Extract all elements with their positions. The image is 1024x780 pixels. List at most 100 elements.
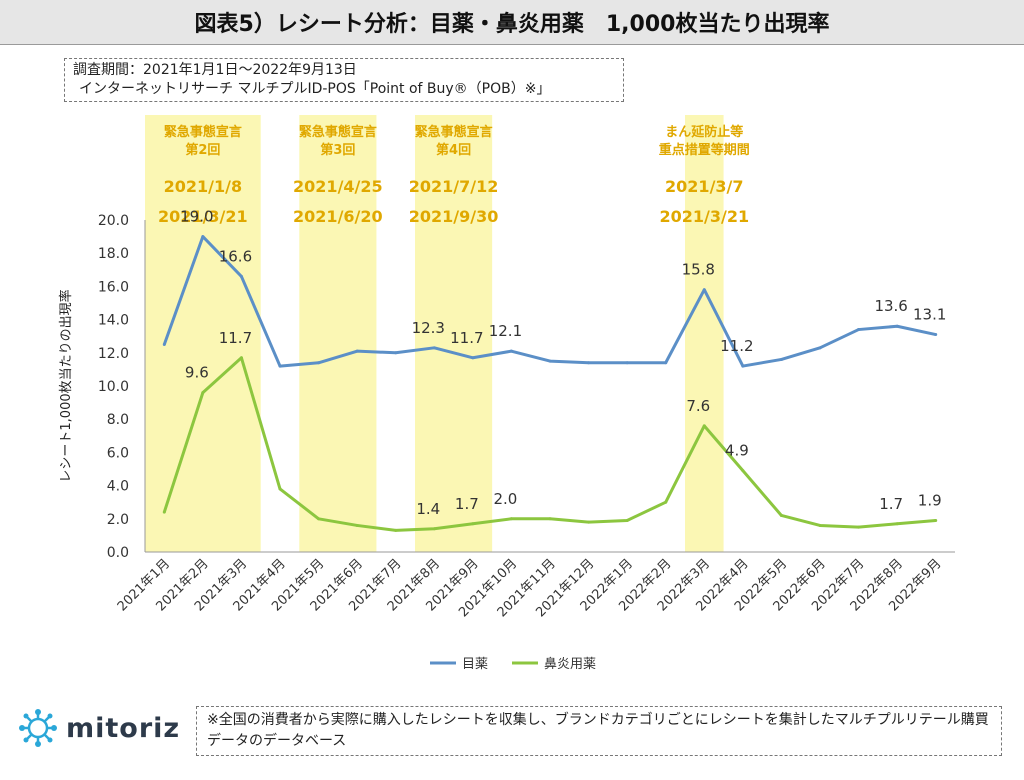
data-point-1 bbox=[895, 522, 899, 526]
data-point-1 bbox=[587, 520, 591, 524]
data-point-1 bbox=[317, 517, 321, 521]
data-point-0 bbox=[355, 349, 359, 353]
data-point-1 bbox=[702, 424, 706, 428]
series-line-1 bbox=[162, 356, 936, 532]
data-label-0: 12.3 bbox=[412, 319, 445, 337]
data-label-1: 1.7 bbox=[455, 495, 479, 513]
data-point-1 bbox=[509, 517, 513, 521]
highlight-label-1: 緊急事態宣言 bbox=[299, 124, 377, 140]
data-label-1: 11.7 bbox=[219, 329, 252, 347]
highlight-label-2: 第4回 bbox=[436, 142, 471, 158]
y-tick-label: 2.0 bbox=[107, 512, 129, 528]
data-point-0 bbox=[201, 235, 205, 239]
data-label-0: 13.1 bbox=[913, 306, 946, 324]
data-point-0 bbox=[509, 349, 513, 353]
data-label-1: 9.6 bbox=[185, 364, 209, 382]
data-point-0 bbox=[857, 328, 861, 332]
y-tick-label: 8.0 bbox=[107, 412, 129, 428]
y-tick-label: 12.0 bbox=[98, 346, 129, 362]
data-point-1 bbox=[278, 487, 282, 491]
data-point-0 bbox=[702, 288, 706, 292]
highlight-date-0: 2021/3/21 bbox=[158, 207, 248, 226]
data-point-0 bbox=[934, 333, 938, 337]
highlight-date-2: 2021/9/30 bbox=[409, 207, 499, 226]
data-label-0: 13.6 bbox=[874, 297, 907, 315]
data-point-0 bbox=[278, 364, 282, 368]
data-point-0 bbox=[818, 346, 822, 350]
data-label-0: 16.6 bbox=[219, 247, 252, 265]
data-point-0 bbox=[625, 361, 629, 365]
data-label-0: 11.2 bbox=[720, 337, 753, 355]
y-tick-label: 20.0 bbox=[98, 213, 129, 229]
highlight-label-3: まん延防止等 bbox=[665, 124, 743, 140]
data-label-1: 4.9 bbox=[725, 442, 749, 460]
highlight-date-0: 2021/1/8 bbox=[164, 177, 242, 196]
data-point-0 bbox=[895, 324, 899, 328]
y-tick-label: 14.0 bbox=[98, 313, 129, 329]
y-axis-title: レシート1,000枚当たりの出現率 bbox=[58, 289, 74, 482]
data-source: インターネットリサーチ マルチプルID-POS「Point of Buy®（PO… bbox=[79, 81, 551, 97]
highlight-label-3: 重点措置等期間 bbox=[659, 142, 750, 158]
data-label-1: 1.7 bbox=[879, 495, 903, 513]
y-tick-label: 0.0 bbox=[107, 545, 129, 561]
highlight-label-0: 第2回 bbox=[185, 142, 220, 158]
data-point-0 bbox=[239, 274, 243, 278]
highlight-date-3: 2021/3/7 bbox=[665, 177, 743, 196]
chart-title: 図表5）レシート分析：目薬・鼻炎用薬 1,000枚当たり出現率 bbox=[0, 0, 1024, 45]
y-tick-label: 18.0 bbox=[98, 246, 129, 262]
data-label-0: 15.8 bbox=[682, 261, 715, 279]
highlight-label-0: 緊急事態宣言 bbox=[164, 124, 242, 140]
data-point-1 bbox=[818, 523, 822, 527]
highlight-band-0 bbox=[145, 115, 261, 552]
data-label-1: 2.0 bbox=[493, 490, 517, 508]
data-point-1 bbox=[355, 523, 359, 527]
data-label-0: 12.1 bbox=[489, 322, 522, 340]
footnote: ※全国の消費者から実際に購入したレシートを収集し、ブランドカテゴリごとにレシート… bbox=[196, 706, 1002, 756]
data-label-1: 7.6 bbox=[686, 397, 710, 415]
highlight-band-1 bbox=[299, 115, 377, 552]
data-point-1 bbox=[625, 518, 629, 522]
highlight-date-1: 2021/4/25 bbox=[293, 177, 383, 196]
data-point-1 bbox=[201, 391, 205, 395]
data-label-0: 19.0 bbox=[180, 208, 213, 226]
data-point-0 bbox=[741, 364, 745, 368]
source-info-box: 調査期間：2021年1月1日～2022年9月13日 インターネットリサーチ マル… bbox=[64, 58, 624, 102]
survey-period: 調査期間：2021年1月1日～2022年9月13日 bbox=[73, 62, 357, 78]
highlight-date-1: 2021/6/20 bbox=[293, 207, 383, 226]
data-point-0 bbox=[587, 361, 591, 365]
network-hub-logo-icon bbox=[19, 709, 57, 747]
data-point-0 bbox=[471, 356, 475, 360]
data-label-1: 1.4 bbox=[416, 500, 440, 518]
data-point-0 bbox=[317, 361, 321, 365]
data-point-1 bbox=[934, 518, 938, 522]
logo-text: mitoriz bbox=[66, 712, 181, 744]
data-point-1 bbox=[394, 528, 398, 532]
data-point-1 bbox=[162, 510, 166, 514]
highlight-band-2 bbox=[415, 115, 493, 552]
data-point-1 bbox=[664, 500, 668, 504]
data-point-0 bbox=[548, 359, 552, 363]
data-label-0: 11.7 bbox=[450, 329, 483, 347]
legend-label-1: 鼻炎用薬 bbox=[544, 656, 596, 672]
y-tick-label: 6.0 bbox=[107, 445, 129, 461]
data-point-1 bbox=[857, 525, 861, 529]
y-tick-label: 16.0 bbox=[98, 279, 129, 295]
data-point-0 bbox=[162, 343, 166, 346]
data-point-0 bbox=[664, 361, 668, 365]
mitoriz-logo: mitoriz bbox=[18, 708, 180, 748]
data-point-1 bbox=[548, 517, 552, 521]
data-point-1 bbox=[471, 522, 475, 526]
highlight-date-3: 2021/3/21 bbox=[659, 207, 749, 226]
data-point-0 bbox=[394, 351, 398, 355]
data-point-0 bbox=[432, 346, 436, 350]
highlight-date-2: 2021/7/12 bbox=[409, 177, 499, 196]
y-tick-label: 4.0 bbox=[107, 479, 129, 495]
legend-label-0: 目薬 bbox=[462, 657, 488, 672]
data-point-0 bbox=[779, 357, 783, 361]
data-label-1: 1.9 bbox=[918, 491, 942, 509]
data-point-1 bbox=[432, 527, 436, 531]
highlight-label-2: 緊急事態宣言 bbox=[415, 124, 493, 140]
highlight-label-1: 第3回 bbox=[320, 142, 355, 158]
data-point-1 bbox=[741, 469, 745, 473]
